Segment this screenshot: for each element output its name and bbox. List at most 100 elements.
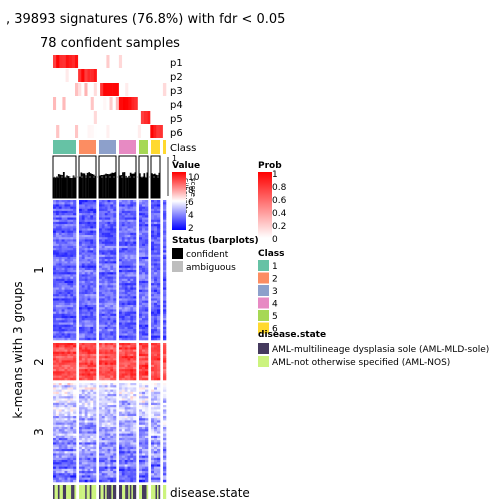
heatmap-cell [81,263,85,266]
heatmap-cell [124,427,128,430]
heatmap-cell [127,335,131,339]
heatmap-cell [90,446,94,450]
heatmap-cell [133,385,137,388]
heatmap-cell [110,309,114,312]
heatmap-cell [70,366,74,370]
heatmap-cell [64,347,68,350]
prob-cell [106,97,110,110]
heatmap-cell [55,274,60,277]
heatmap-cell [145,473,149,476]
heatmap-cell [110,462,114,465]
heatmap-cell [110,237,114,240]
heatmap-cell [151,270,155,273]
heatmap-cell [61,353,65,357]
heatmap-cell [73,263,77,266]
heatmap-cell [84,294,88,297]
heatmap-cell [79,287,83,290]
heatmap-cell [87,473,91,476]
heatmap-cell [84,351,88,355]
disease-annotation-row [53,485,167,499]
heatmap-cell [87,322,91,325]
heatmap-cell [99,256,103,260]
heatmap-cell [145,289,149,293]
heatmap-cell [154,475,158,478]
heatmap-cell [84,424,88,428]
heatmap-cell [99,208,103,212]
heatmap-cell [151,263,155,266]
heatmap-cell [67,446,71,450]
heatmap-cell [133,315,137,319]
heatmap-cell [124,457,128,461]
heatmap-cell [154,362,158,366]
heatmap-cell [104,462,108,465]
heatmap-cell [64,237,68,240]
heatmap-cell [145,413,149,417]
heatmap-cell [142,250,146,253]
heatmap-cell [101,449,105,452]
heatmap-cell [73,254,77,258]
heatmap-cell [55,473,60,476]
heatmap-cell [64,449,68,452]
heatmap-cell [133,444,137,448]
heatmap-cell [124,400,128,404]
heatmap-cell [73,239,77,242]
heatmap-cell [113,307,117,310]
heatmap-cell [130,358,134,361]
heatmap-cell [157,263,161,266]
disease-cell [53,485,55,499]
heatmap-cell [124,460,128,463]
heatmap-cell [107,435,111,439]
heatmap-cell [110,298,114,301]
heatmap-cell [154,252,158,255]
heatmap-cell [90,475,94,478]
heatmap-cell [99,356,103,359]
heatmap-cell [107,232,111,236]
heatmap-cell [93,235,97,238]
heatmap-cell [110,324,114,328]
heatmap-cell [73,373,77,376]
heatmap-cell [133,300,137,304]
heatmap-cell [73,371,77,374]
heatmap-cell [53,337,57,341]
heatmap-cell [145,329,149,332]
heatmap-cell [87,294,91,297]
heatmap-cell [133,256,137,260]
heatmap-cell [110,333,114,336]
heatmap-cell [124,444,128,448]
heatmap-cell [139,329,143,332]
heatmap-cell [151,228,155,231]
heatmap-cell [99,274,103,277]
heatmap-cell [73,353,77,357]
heatmap-cell [139,349,143,352]
heatmap-cell [163,387,167,390]
heatmap-cell [67,375,71,379]
heatmap-cell [113,267,117,271]
main-heatmap [53,200,167,483]
heatmap-cell [130,333,134,336]
heatmap-cell [151,219,155,223]
heatmap-cell [79,353,83,357]
heatmap-cell [55,345,60,348]
heatmap-cell [151,243,155,247]
prob-cell [128,69,132,82]
heatmap-cell [139,294,143,297]
heatmap-cell [55,362,60,366]
heatmap-cell [133,371,137,374]
heatmap-cell [113,457,117,461]
heatmap-cell [124,219,128,223]
heatmap-cell [58,347,62,350]
heatmap-cell [133,245,137,249]
heatmap-cell [145,391,149,395]
heatmap-cell [53,411,57,415]
heatmap-cell [124,405,128,408]
heatmap-cell [67,398,71,401]
heatmap-cell [139,291,143,295]
heatmap-cell [133,217,137,220]
silhouette-bar [54,177,57,198]
prob-tick-0.6: 0.6 [272,196,287,206]
heatmap-cell [157,446,161,450]
heatmap-cell [157,274,161,277]
heatmap-cell [93,217,97,220]
heatmap-cell [157,309,161,312]
heatmap-cell [61,235,65,238]
